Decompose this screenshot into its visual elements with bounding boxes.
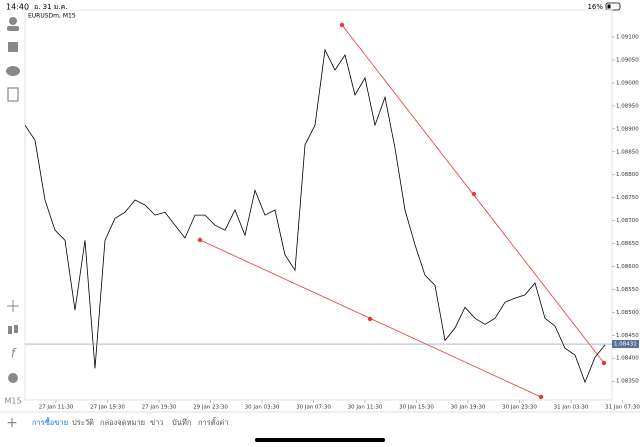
add-button[interactable]: + [6, 415, 18, 431]
y-tick-label: 1.09000 [616, 80, 639, 86]
current-price-label: 1.08431 [614, 342, 637, 348]
status-battery: 16% [587, 3, 603, 11]
trendline-handle[interactable] [197, 237, 203, 243]
x-tick-label: 31 Jan 03:30 [554, 405, 589, 411]
x-tick-label: 29 Jan 23:30 [193, 405, 228, 411]
x-tick-label: 27 Jan 11:30 [39, 405, 74, 411]
y-tick-label: 1.08350 [616, 379, 639, 385]
status-date: อ. 31 ม.ค. [34, 3, 68, 11]
chart-frame [24, 9, 613, 401]
x-tick-label: 30 Jan 23:30 [502, 405, 537, 411]
objects-icon[interactable] [8, 373, 18, 383]
y-tick-label: 1.08600 [616, 264, 639, 270]
y-tick-label: 1.08800 [616, 172, 639, 178]
y-tick-label: 1.09100 [616, 35, 639, 41]
tab[interactable]: การซื้อขาย [32, 417, 68, 427]
trendline-handle[interactable] [538, 394, 544, 400]
tab[interactable]: ข่าว [150, 418, 164, 427]
account-icon-body [7, 26, 19, 31]
tab[interactable]: การตั้งค่า [198, 417, 229, 427]
trendlines [197, 22, 607, 400]
symbol-label: EURUSDm, M15 [28, 13, 76, 20]
y-tick-label: 1.08650 [616, 241, 639, 247]
tab[interactable]: บันทึก [172, 418, 191, 427]
y-tick-label: 1.08550 [616, 287, 639, 293]
x-tick-label: 30 Jan 15:30 [399, 405, 434, 411]
price-line [24, 48, 606, 384]
trendline-handle[interactable] [471, 191, 477, 197]
x-tick-label: 30 Jan 11:30 [348, 405, 383, 411]
y-tick-label: 1.09050 [616, 58, 639, 64]
new-doc-icon[interactable] [7, 87, 19, 102]
y-tick-label: 1.08750 [616, 195, 639, 201]
battery-icon [605, 2, 621, 11]
trade-icon[interactable] [8, 42, 18, 52]
x-tick-label: 27 Jan 15:30 [90, 405, 125, 411]
battery-level [607, 4, 611, 9]
chat-icon[interactable] [6, 66, 20, 76]
indicator-icon-2 [14, 325, 18, 333]
y-tick-label: 1.08850 [616, 149, 639, 155]
left-toolbar: f [6, 17, 20, 383]
timeframe[interactable]: M15 [4, 397, 21, 406]
x-tick-label: 31 Jan 07:30 [605, 405, 640, 411]
y-tick-label: 1.08700 [616, 218, 639, 224]
x-tick-label: 30 Jan 03:30 [245, 405, 280, 411]
indicator-icon[interactable] [8, 326, 12, 334]
tab[interactable]: ประวัติ [72, 418, 94, 427]
function-icon[interactable]: f [11, 347, 17, 361]
x-tick-label: 30 Jan 19:30 [451, 405, 486, 411]
status-time: 14:40 [6, 3, 29, 12]
account-icon[interactable] [9, 17, 17, 25]
home-indicator [255, 438, 385, 442]
trendline-handle[interactable] [367, 316, 373, 322]
y-tick-label: 1.08450 [616, 333, 639, 339]
x-tick-label: 30 Jan 07:30 [296, 405, 331, 411]
y-tick-label: 1.08950 [616, 103, 639, 109]
y-tick-label: 1.08400 [616, 356, 639, 362]
y-tick-label: 1.08900 [616, 126, 639, 132]
current-price-box [612, 340, 639, 349]
x-tick-label: 27 Jan 19:30 [142, 405, 177, 411]
tab[interactable]: กล่องจดหมาย [100, 418, 145, 427]
trendline-handle[interactable] [339, 22, 345, 28]
y-tick-label: 1.08500 [616, 310, 639, 316]
trendline-handle[interactable] [601, 360, 607, 366]
